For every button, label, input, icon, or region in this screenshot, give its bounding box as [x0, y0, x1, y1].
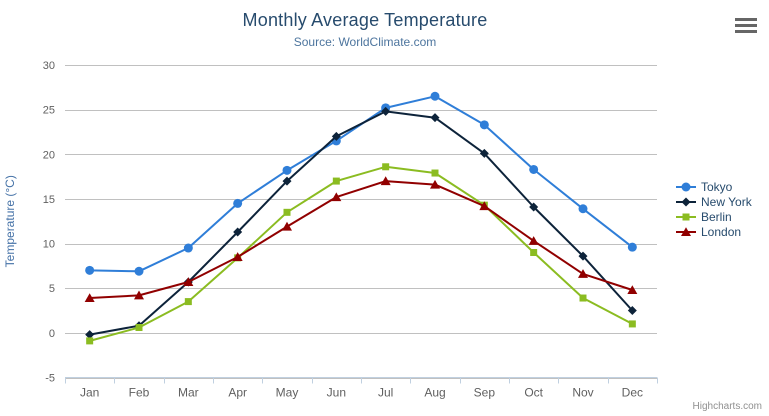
- x-axis-tick-label: Mar: [178, 386, 199, 400]
- data-point-berlin: [135, 324, 143, 331]
- legend-marker-shape: [681, 197, 691, 206]
- data-point-berlin: [184, 298, 192, 306]
- data-point-new-york: [529, 202, 539, 212]
- legend-item-label: Tokyo: [701, 179, 733, 194]
- data-point-new-york: [85, 330, 95, 340]
- data-point-berlin: [332, 177, 340, 185]
- legend-item-label: London: [701, 224, 742, 239]
- legend-item-london[interactable]: London: [676, 224, 752, 239]
- data-point-berlin: [86, 337, 94, 345]
- data-point-new-york: [430, 113, 440, 123]
- data-point-new-york: [282, 176, 292, 186]
- x-axis-tick-label: Nov: [572, 386, 593, 400]
- data-point-tokyo: [479, 120, 489, 130]
- legend-marker-diamond-icon: [676, 197, 696, 206]
- hamburger-menu-icon: [735, 24, 757, 27]
- data-point-tokyo: [529, 164, 539, 174]
- data-point-berlin: [530, 249, 538, 256]
- data-point-london: [380, 176, 391, 186]
- data-point-london: [627, 285, 638, 294]
- export-menu-button[interactable]: [735, 18, 757, 33]
- y-axis-tick-label: 15: [43, 194, 55, 206]
- legend-item-tokyo[interactable]: Tokyo: [676, 179, 752, 194]
- x-axis-tick-label: Apr: [228, 386, 247, 400]
- y-axis-title: Temperature (°C): [3, 175, 17, 267]
- legend: Tokyo New York Berlin London: [676, 179, 752, 239]
- data-point-new-york: [627, 306, 637, 316]
- legend-item-berlin[interactable]: Berlin: [676, 209, 752, 224]
- data-point-tokyo: [134, 266, 144, 276]
- series-london: [84, 176, 638, 303]
- legend-marker-triangle-icon: [676, 226, 696, 236]
- x-axis-tick-label: May: [276, 386, 299, 400]
- x-axis-tick-label: Oct: [524, 386, 543, 400]
- y-axis-tick-label: 5: [49, 283, 55, 295]
- legend-item-new-york[interactable]: New York: [676, 194, 752, 209]
- legend-marker-square-icon: [676, 213, 696, 220]
- data-point-tokyo: [430, 91, 440, 101]
- data-point-tokyo: [85, 265, 95, 275]
- data-point-berlin: [628, 320, 636, 328]
- x-axis-tick-label: Jun: [327, 386, 346, 400]
- data-point-berlin: [431, 169, 439, 177]
- data-point-london: [331, 192, 342, 202]
- legend-marker-shape: [681, 182, 691, 191]
- data-point-new-york: [331, 131, 341, 141]
- y-axis-tick-label: 0: [49, 328, 55, 340]
- y-axis-tick-label: 30: [43, 60, 55, 72]
- x-axis-tick-label: Sep: [474, 386, 496, 400]
- data-point-london: [528, 236, 539, 245]
- hamburger-menu-icon: [735, 18, 757, 21]
- y-axis-tick-label: 10: [43, 239, 55, 251]
- data-point-london: [578, 269, 588, 278]
- data-point-london: [84, 293, 95, 303]
- data-point-tokyo: [578, 204, 588, 214]
- chart-subtitle: Source: WorldClimate.com: [293, 35, 437, 49]
- legend-item-label: New York: [701, 194, 752, 209]
- data-point-london: [183, 277, 194, 286]
- legend-marker-circle-icon: [676, 182, 696, 191]
- data-point-london: [232, 252, 243, 261]
- x-axis-tick-label: Aug: [424, 386, 445, 400]
- data-point-tokyo: [183, 243, 193, 253]
- data-point-tokyo: [627, 242, 637, 252]
- data-point-london: [134, 290, 144, 300]
- data-point-tokyo: [282, 165, 292, 175]
- x-axis-tick-label: Jan: [80, 386, 99, 400]
- chart-title: Monthly Average Temperature: [242, 10, 488, 30]
- y-axis-tick-label: 20: [43, 149, 55, 161]
- data-point-berlin: [283, 208, 291, 216]
- series-line-london: [88, 180, 634, 299]
- legend-marker-shape: [682, 213, 690, 220]
- data-point-london: [282, 221, 292, 231]
- data-point-london: [479, 201, 490, 211]
- data-point-new-york: [233, 227, 243, 237]
- series-line-berlin: [88, 165, 634, 342]
- hamburger-menu-icon: [735, 30, 757, 33]
- series-line-tokyo: [88, 95, 634, 273]
- x-axis-tick-label: Dec: [622, 386, 643, 400]
- data-point-london: [430, 179, 440, 189]
- y-axis-tick-label: -5: [45, 373, 55, 385]
- x-axis-tick-label: Feb: [129, 386, 150, 400]
- data-point-berlin: [382, 163, 390, 171]
- series-berlin: [86, 163, 636, 345]
- data-point-new-york: [381, 106, 391, 116]
- data-point-new-york: [479, 148, 489, 158]
- data-point-new-york: [578, 251, 588, 261]
- data-point-tokyo: [233, 198, 243, 208]
- legend-marker-shape: [681, 226, 691, 236]
- data-point-berlin: [579, 294, 587, 302]
- series-tokyo: [85, 91, 637, 276]
- series-new-york: [85, 106, 637, 340]
- y-axis-tick-label: 25: [43, 105, 55, 117]
- x-axis-tick-label: Jul: [378, 386, 393, 400]
- highcharts-credit[interactable]: Highcharts.com: [692, 401, 762, 412]
- legend-item-label: Berlin: [701, 209, 732, 224]
- series-line-new-york: [88, 110, 634, 336]
